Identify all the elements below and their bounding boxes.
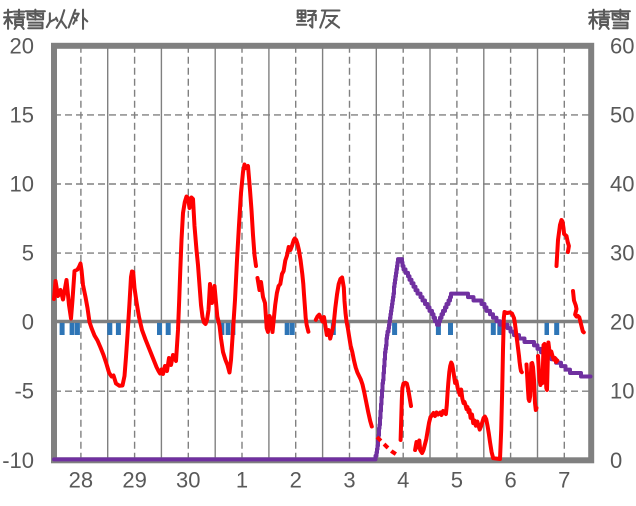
svg-text:-10: -10 — [2, 448, 34, 473]
svg-text:50: 50 — [610, 102, 634, 127]
svg-text:30: 30 — [176, 468, 200, 493]
svg-text:20: 20 — [610, 310, 634, 335]
svg-text:4: 4 — [397, 468, 409, 493]
svg-text:3: 3 — [343, 468, 355, 493]
svg-text:5: 5 — [22, 241, 34, 266]
svg-text:15: 15 — [10, 102, 34, 127]
svg-text:0: 0 — [610, 448, 622, 473]
svg-text:40: 40 — [610, 172, 634, 197]
svg-text:30: 30 — [610, 241, 634, 266]
svg-text:7: 7 — [558, 468, 570, 493]
svg-text:29: 29 — [122, 468, 146, 493]
svg-text:1: 1 — [236, 468, 248, 493]
svg-text:6: 6 — [504, 468, 516, 493]
svg-text:2: 2 — [290, 468, 302, 493]
svg-text:60: 60 — [610, 33, 634, 58]
svg-text:10: 10 — [10, 172, 34, 197]
svg-text:28: 28 — [69, 468, 93, 493]
svg-text:10: 10 — [610, 379, 634, 404]
svg-text:0: 0 — [22, 310, 34, 335]
svg-text:20: 20 — [10, 33, 34, 58]
svg-text:-5: -5 — [14, 379, 34, 404]
svg-text:5: 5 — [451, 468, 463, 493]
